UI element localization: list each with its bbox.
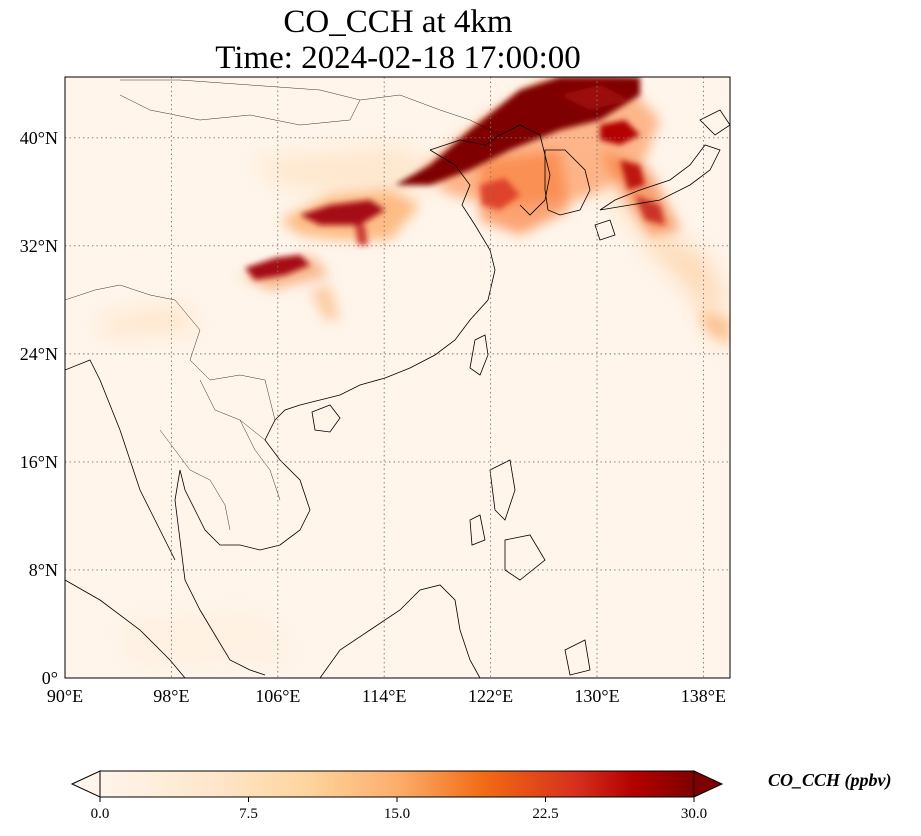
colorbar — [70, 770, 724, 802]
lon-tick-label: 138°E — [680, 686, 726, 706]
lat-tick-label: 40°N — [19, 127, 58, 148]
colorbar-tick-label: 0.0 — [90, 806, 110, 822]
lon-tick-label: 106°E — [255, 686, 301, 706]
map-frame — [64, 76, 731, 679]
lon-tick-label: 130°E — [574, 686, 620, 706]
colorbar-gradient — [99, 770, 695, 798]
co-concentration-field — [95, 77, 730, 668]
colorbar-extend-max — [693, 770, 724, 798]
colorbar-label: CO_CCH (ppbv) — [768, 770, 892, 790]
lat-tick-label: 0° — [41, 668, 58, 688]
lon-tick-label: 98°E — [153, 686, 190, 706]
colorbar-tick-label: 15.0 — [383, 806, 411, 822]
colorbar-tick-label: 7.5 — [239, 806, 258, 822]
colorbar-tick-label: 30.0 — [680, 806, 708, 822]
colorbar-extend-min — [70, 770, 101, 798]
lat-tick-label: 8°N — [28, 559, 58, 580]
lat-tick-label: 16°N — [19, 451, 58, 472]
colorbar-tick-label: 22.5 — [532, 806, 559, 822]
lon-tick-label: 114°E — [361, 686, 407, 706]
lat-tick-label: 24°N — [19, 343, 58, 364]
gridlines — [65, 77, 730, 678]
lon-tick-label: 90°E — [46, 686, 84, 706]
coastlines — [65, 109, 730, 678]
lon-tick-label: 122°E — [467, 686, 514, 706]
map-title-line2: Time: 2024-02-18 17:00:00 — [215, 40, 581, 76]
country-borders — [65, 79, 501, 531]
lat-tick-label: 32°N — [19, 235, 58, 256]
map-title-line1: CO_CCH at 4km — [283, 4, 513, 40]
